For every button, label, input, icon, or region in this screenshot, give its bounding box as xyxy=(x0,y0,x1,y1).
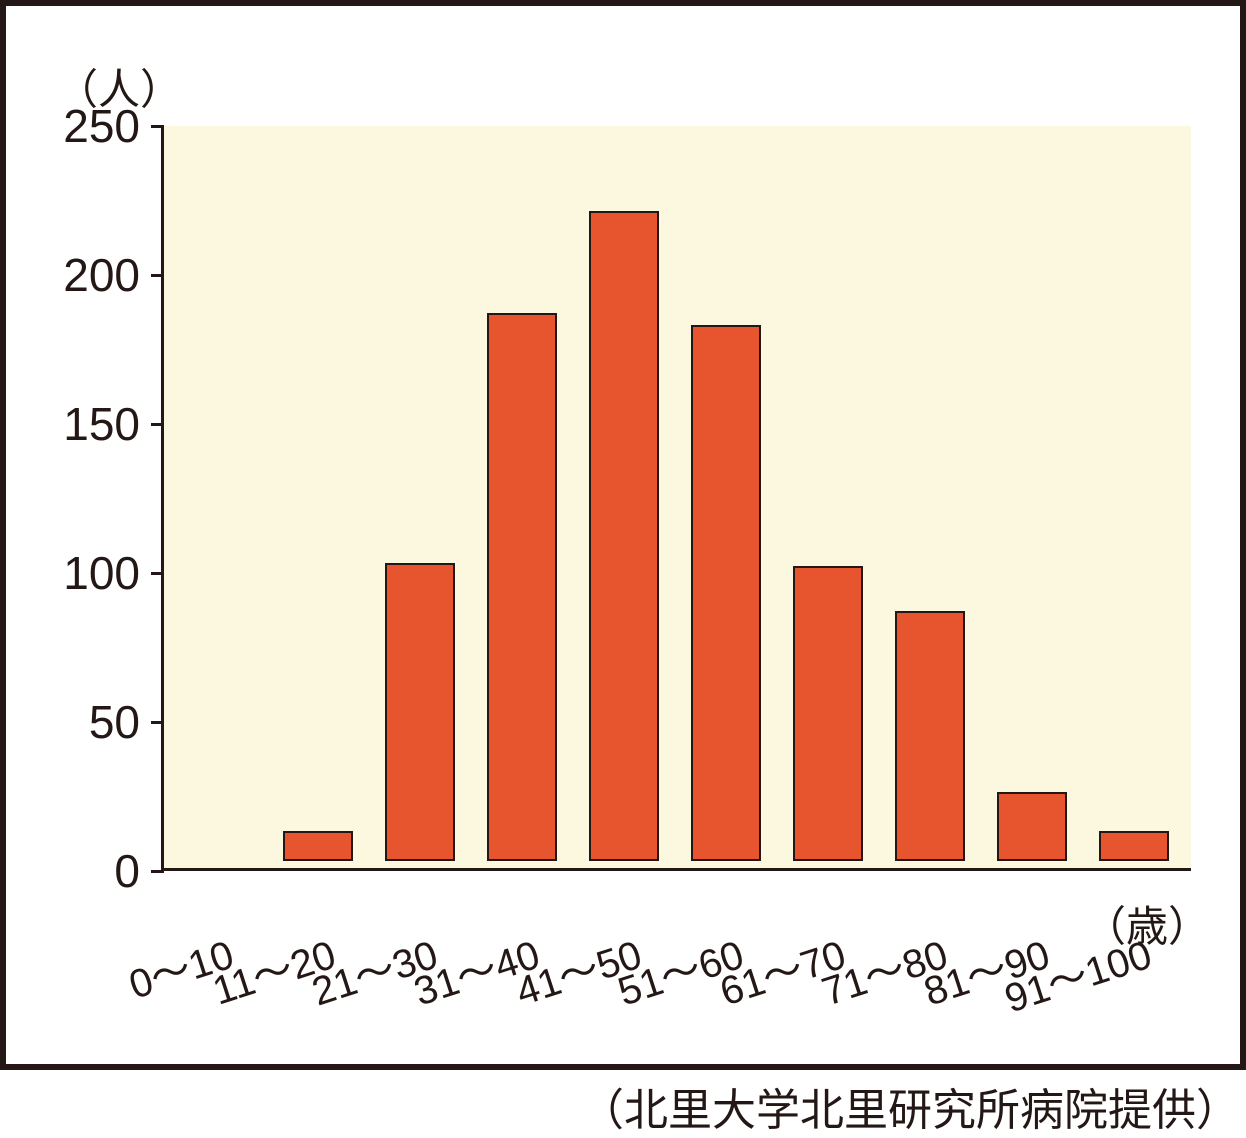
y-tick-label: 200 xyxy=(40,248,140,302)
bar xyxy=(589,211,659,861)
bar xyxy=(997,792,1067,861)
chart-frame: （人） （歳） 050100150200250 0～1011～2021～3031… xyxy=(0,0,1246,1070)
bar xyxy=(793,566,863,861)
y-tick-mark xyxy=(151,721,164,724)
y-tick-mark xyxy=(151,423,164,426)
bar xyxy=(283,831,353,861)
y-tick-mark xyxy=(151,870,164,873)
y-tick-label: 250 xyxy=(40,99,140,153)
y-tick-label: 0 xyxy=(40,844,140,898)
bar xyxy=(1099,831,1169,861)
y-tick-label: 150 xyxy=(40,397,140,451)
bar xyxy=(487,313,557,861)
attribution-text: （北里大学北里研究所病院提供） xyxy=(580,1074,1240,1138)
y-tick-label: 50 xyxy=(40,695,140,749)
plot-background xyxy=(161,126,1191,871)
bar xyxy=(691,325,761,861)
y-tick-mark xyxy=(151,274,164,277)
y-axis-line xyxy=(161,126,164,871)
x-axis-line xyxy=(161,868,1191,871)
bar xyxy=(895,611,965,861)
y-tick-mark xyxy=(151,572,164,575)
y-tick-label: 100 xyxy=(40,546,140,600)
bar xyxy=(385,563,455,861)
y-tick-mark xyxy=(151,125,164,128)
